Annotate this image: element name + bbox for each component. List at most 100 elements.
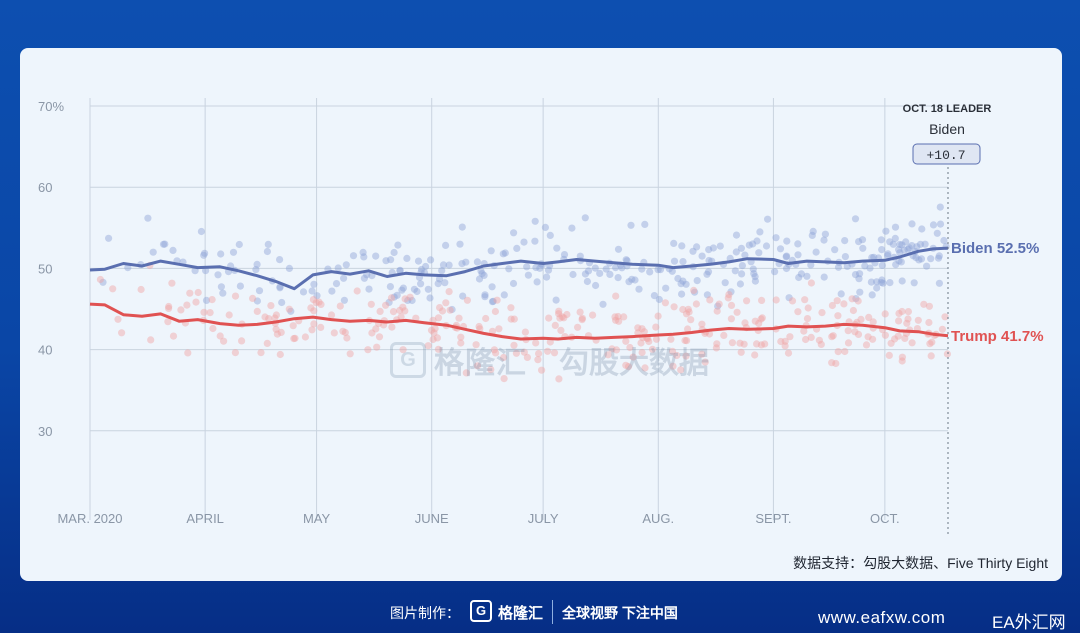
poll-dot (535, 350, 543, 358)
poll-dot (458, 223, 466, 231)
poll-dot (854, 330, 863, 338)
poll-dot (917, 255, 926, 263)
poll-dot (472, 341, 480, 349)
poll-dot (749, 240, 757, 248)
poll-dot (382, 257, 390, 265)
poll-dot (476, 325, 484, 333)
poll-dot (682, 352, 690, 360)
poll-dot (848, 295, 856, 303)
poll-dot (904, 308, 913, 316)
poll-dot (523, 353, 531, 361)
poll-dot (505, 265, 513, 273)
poll-dot (277, 328, 285, 336)
poll-dot (546, 231, 554, 239)
poll-dot (705, 256, 713, 265)
poll-dot (828, 333, 836, 341)
poll-dot (687, 316, 695, 324)
poll-dot (330, 329, 338, 337)
poll-dot (417, 265, 426, 274)
poll-dot (908, 220, 916, 228)
y-tick-label: 70% (38, 99, 64, 114)
poll-dot (661, 299, 670, 307)
poll-dot (261, 313, 269, 321)
poll-dot (683, 337, 691, 345)
poll-dot (615, 317, 623, 325)
poll-dot (147, 336, 155, 344)
poll-dot (276, 256, 284, 264)
poll-dot (727, 288, 735, 296)
poll-dot (591, 264, 599, 272)
poll-dot (693, 277, 701, 285)
poll-dot (489, 297, 497, 305)
poll-dot (693, 243, 701, 251)
poll-dot (161, 240, 169, 248)
poll-dot (520, 348, 528, 356)
poll-dot (317, 323, 325, 331)
poll-dot (851, 215, 860, 223)
poll-dot (776, 245, 785, 253)
poll-dot (896, 249, 904, 257)
poll-dot (341, 328, 349, 337)
poll-dot (772, 234, 780, 242)
poll-dot (761, 340, 769, 348)
poll-dot (538, 366, 546, 374)
poll-dot (782, 253, 790, 261)
poll-dot (340, 274, 348, 282)
poll-dot (938, 325, 947, 333)
poll-dot (231, 349, 239, 357)
poll-dot (396, 306, 404, 314)
poll-dot (278, 298, 286, 307)
poll-dot (781, 342, 789, 350)
chart-card: 70% 60 50 40 30 MAR. 2020 APRIL MAY JUNE JULY AUG.… (20, 48, 1062, 581)
poll-dot (480, 271, 488, 279)
poll-dot (463, 296, 471, 304)
poll-dot (727, 315, 736, 323)
poll-dot (737, 244, 746, 252)
poll-dot (390, 293, 398, 301)
y-tick-label: 30 (38, 424, 52, 439)
poll-dot (327, 311, 336, 319)
poll-dot (291, 334, 299, 342)
poll-dot (728, 339, 737, 347)
poll-dot (550, 349, 559, 357)
poll-dot (709, 244, 718, 252)
poll-dot (648, 345, 657, 353)
poll-dot (670, 239, 678, 247)
poll-dot (553, 244, 561, 252)
poll-dot (867, 278, 876, 286)
poll-dot (894, 332, 902, 340)
poll-dot (560, 251, 569, 259)
poll-dot (721, 279, 729, 287)
poll-dot (612, 264, 620, 272)
poll-dot (360, 274, 368, 282)
poll-dot (782, 264, 791, 273)
poll-dot (165, 304, 173, 312)
poll-dot (177, 306, 185, 314)
poll-dot (831, 246, 839, 254)
poll-dot (307, 304, 315, 312)
poll-dot (376, 307, 384, 315)
poll-dot (803, 272, 811, 280)
poll-dot (895, 246, 903, 254)
poll-dot (455, 314, 463, 322)
poll-dot (255, 287, 264, 295)
poll-dot (271, 314, 279, 322)
poll-dot (287, 307, 295, 315)
poll-dot (862, 341, 871, 349)
poll-dot (673, 351, 681, 360)
poll-dot (677, 280, 685, 288)
poll-dot (495, 325, 503, 333)
poll-dot (445, 261, 453, 269)
poll-dot (646, 268, 654, 276)
poll-dot (457, 339, 465, 347)
poll-dot (257, 349, 265, 357)
poll-dot (844, 327, 852, 335)
poll-dot (881, 310, 889, 318)
poll-dot (622, 337, 630, 345)
poll-dot (634, 324, 642, 332)
poll-dot (873, 278, 881, 286)
poll-dot (807, 261, 815, 269)
poll-dot (801, 296, 809, 304)
poll-dot (788, 297, 797, 305)
poll-dot (936, 203, 944, 211)
